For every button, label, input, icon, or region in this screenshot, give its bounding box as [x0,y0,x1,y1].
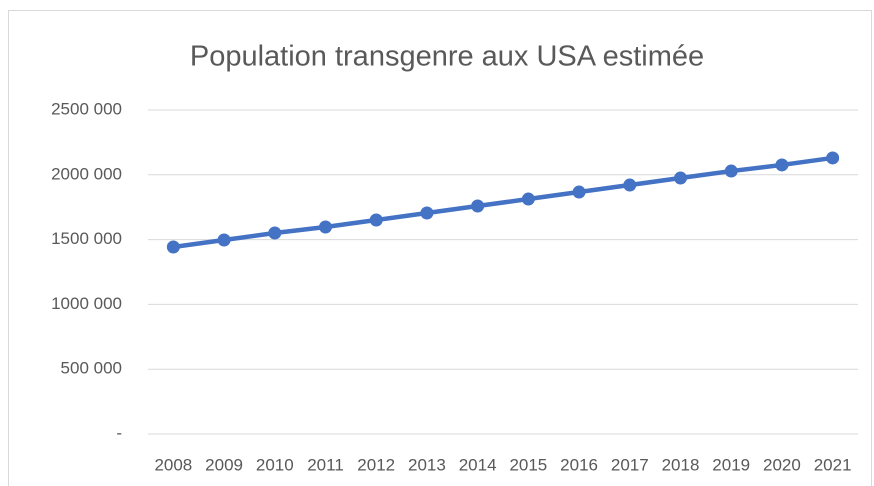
y-tick-label: - [116,423,122,442]
marker [775,158,789,172]
x-tick-label: 2017 [611,455,649,474]
marker [471,199,485,213]
marker [623,178,637,192]
marker [217,233,231,247]
y-tick-label: 1000 000 [51,294,122,313]
x-tick-label: 2013 [408,455,446,474]
x-tick-label: 2018 [662,455,700,474]
marker [420,206,434,220]
marker [674,171,687,185]
x-tick-label: 2019 [712,455,750,474]
line [173,155,833,250]
marker [369,213,383,227]
marker [166,240,180,254]
marker [268,226,282,240]
x-tick-label: 2009 [205,455,243,474]
marker [572,185,586,199]
x-tick-label: 2015 [509,455,547,474]
x-tick-label: 2011 [307,455,344,474]
x-tick-label: 2020 [763,455,801,474]
y-tick-label: 500 000 [61,359,122,378]
y-tick-label: 2000 000 [51,164,122,183]
x-tick-label: 2012 [357,455,395,474]
marker [724,164,738,178]
marker [521,192,535,206]
chart-border [8,10,872,486]
chart-title: Population transgenre aux USA estimée [190,41,704,73]
marker [826,151,840,165]
x-tick-label: 2016 [560,455,598,474]
marker [319,220,332,234]
y-tick-label: 1500 000 [51,229,122,248]
y-tick-label: 2500 000 [51,99,122,118]
x-tick-label: 2021 [814,455,852,474]
x-tick-label: 2014 [459,455,497,474]
x-tick-label: 2008 [154,455,192,474]
x-tick-label: 2010 [256,455,294,474]
